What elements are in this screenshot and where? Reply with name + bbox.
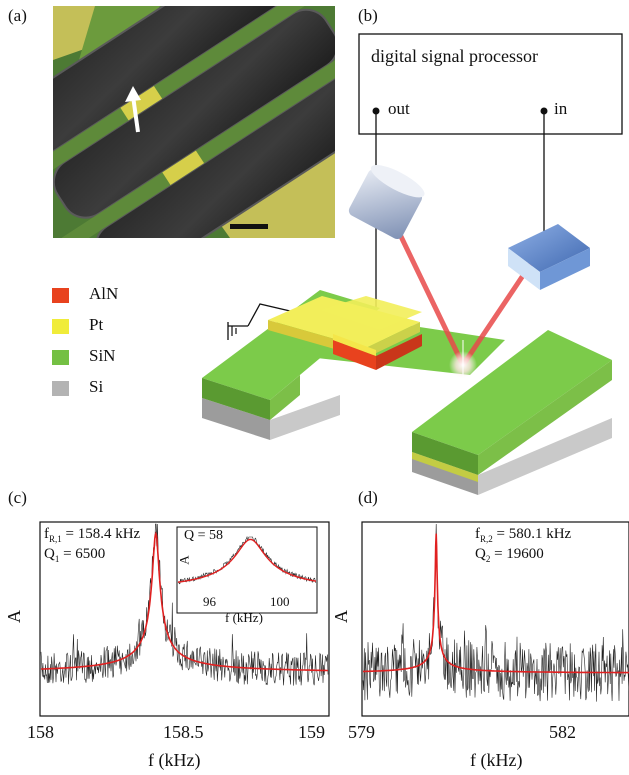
legend-swatch-sin (52, 350, 69, 365)
chart-c-tick-159: 159 (298, 722, 325, 742)
chart-d-tick-582: 582 (549, 722, 576, 742)
panel-label-a: (a) (8, 6, 27, 25)
laser-source-icon (348, 164, 425, 240)
out-terminal-icon (372, 107, 380, 115)
legend-swatch-si (52, 381, 69, 396)
chart-d-ylabel: A (331, 610, 351, 623)
inset-tick-100: 100 (270, 594, 290, 609)
dsp-out-label: out (388, 99, 410, 118)
legend-swatch-pt (52, 319, 69, 334)
legend-label-aln: AlN (89, 284, 119, 303)
chart-d-freq-annotation: fR,2 = 580.1 kHz (475, 526, 572, 544)
sem-arrow-icon (131, 95, 140, 133)
dsp-box (358, 33, 623, 135)
chart-c-data-trace (40, 523, 329, 686)
inset-q-annotation: Q = 58 (184, 528, 224, 543)
panel-label-c: (c) (8, 488, 27, 507)
legend-label-pt: Pt (89, 315, 104, 334)
chart-d-q-annotation: Q2 = 19600 (475, 546, 544, 564)
dsp-title: digital signal processor (371, 46, 538, 66)
chart-d-frame (361, 521, 629, 717)
inset-xlabel: f (kHz) (225, 610, 263, 625)
chart-c-inset-fit-line (177, 538, 316, 583)
in-terminal-icon (540, 107, 548, 115)
chart-d-tick-579: 579 (348, 722, 375, 742)
legend-swatch-aln (52, 288, 69, 303)
legend-label-si: Si (89, 377, 104, 396)
panel-label-b: (b) (358, 6, 378, 25)
chart-c-xlabel: f (kHz) (148, 750, 201, 770)
chart-c-frame (39, 521, 330, 717)
chart-c-fit-line (40, 531, 328, 672)
chart-c-tick-158: 158 (27, 722, 54, 742)
chart-d-xlabel: f (kHz) (470, 750, 523, 770)
chart-c-freq-annotation: fR,1 = 158.4 kHz (44, 526, 141, 544)
chart-d-fit-line (363, 533, 629, 674)
chart-c-tick-158-5: 158.5 (163, 722, 204, 742)
inset-tick-96: 96 (203, 594, 216, 609)
panel-label-d: (d) (358, 488, 378, 507)
legend-label-sin: SiN (89, 346, 116, 365)
photodetector-icon (508, 224, 590, 290)
chart-c-q-annotation: Q1 = 6500 (44, 546, 106, 564)
dsp-in-label: in (554, 99, 568, 118)
chart-d-data-trace (362, 523, 629, 702)
